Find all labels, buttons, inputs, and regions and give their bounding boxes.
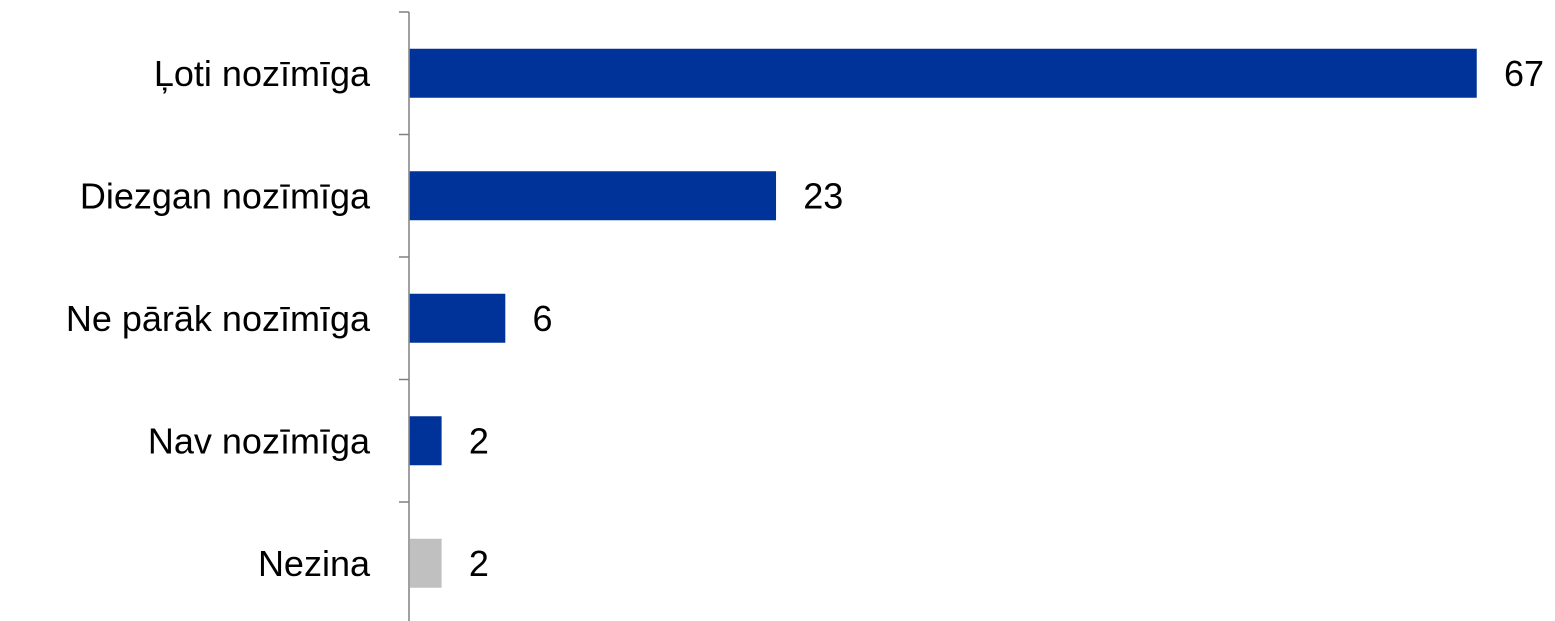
bar [409, 171, 777, 221]
bar [409, 293, 506, 343]
category-label: Diezgan nozīmīga [80, 175, 371, 216]
value-label: 6 [533, 298, 553, 339]
value-label: 2 [469, 420, 489, 461]
category-label: Nav nozīmīga [148, 420, 371, 461]
value-label: 67 [1504, 53, 1544, 94]
value-label: 2 [469, 543, 489, 584]
category-label: Ne pārāk nozīmīga [66, 298, 371, 339]
value-labels: 67 23 6 2 2 [469, 53, 1544, 584]
bar [409, 416, 442, 466]
value-label: 23 [803, 175, 843, 216]
y-axis [399, 11, 410, 621]
bar [409, 48, 1477, 98]
bars [409, 48, 1477, 588]
category-labels: Ļoti nozīmīga Diezgan nozīmīga Ne pārāk no… [66, 53, 371, 584]
category-label: Ļoti nozīmīga [154, 53, 371, 94]
category-label: Nezina [258, 543, 371, 584]
bar [409, 538, 442, 588]
